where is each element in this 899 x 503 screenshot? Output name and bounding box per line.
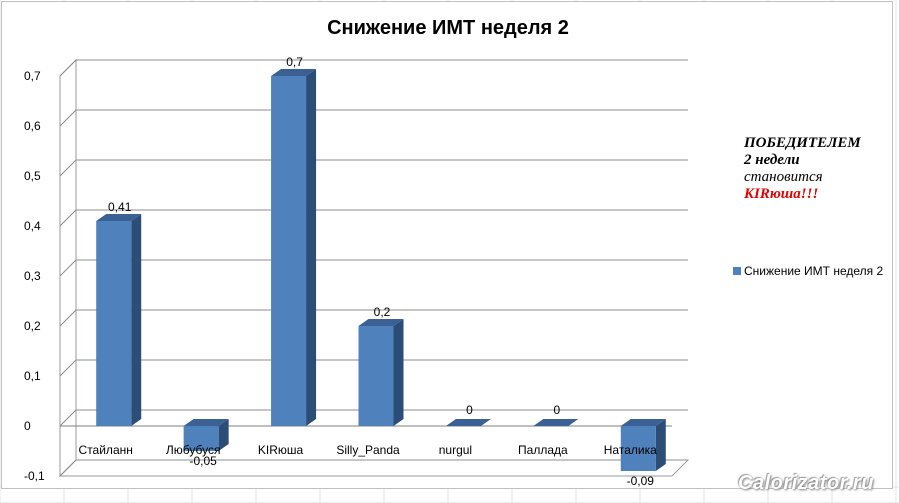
y-axis-ticks: -0,1 0 0,1 0,2 0,3 0,4 0,5 0,6 0,7 [24, 69, 45, 483]
bar-side [655, 419, 666, 471]
chart-area[interactable]: -0,1 0 0,1 0,2 0,3 0,4 0,5 0,6 0,7 Стайланн Любуб… [1, 1, 893, 489]
category-label: KIRюша [258, 443, 304, 457]
y-tick-label: 0,3 [24, 269, 41, 283]
data-label: 0,2 [374, 305, 391, 319]
y-tick-label: 0,4 [24, 219, 41, 233]
bar-front [271, 76, 307, 426]
gridline-diagonal [59, 259, 77, 277]
bar[interactable] [620, 419, 666, 471]
gridline-diagonal [59, 159, 77, 177]
bar[interactable] [271, 69, 317, 426]
bar[interactable] [96, 214, 142, 426]
chart-title: Снижение ИМТ неделя 2 [327, 17, 569, 39]
category-label: Стайланн [79, 443, 133, 457]
gridline-diagonal [59, 459, 77, 477]
data-label: 0 [466, 403, 473, 417]
annotation-winner: KIRюша!!! [744, 186, 819, 202]
bar-side [131, 214, 142, 426]
gridline-diagonal [59, 109, 77, 127]
bar[interactable] [445, 419, 491, 426]
bar[interactable] [533, 419, 579, 426]
bar-top [271, 69, 317, 76]
y-tick-label: 0,2 [24, 319, 41, 333]
category-label: nurgul [439, 443, 472, 457]
annotation-line1: ПОБЕДИТЕЛЕМ [744, 135, 861, 151]
category-labels: Стайланн Любубуся KIRюша Silly_Panda nurgul П… [79, 443, 658, 457]
winner-annotation: ПОБЕДИТЕЛЕМ 2 недели становится KIRюша!!… [744, 135, 884, 203]
bar[interactable] [183, 419, 229, 451]
watermark-logo: Calorizator.ru [738, 472, 874, 494]
y-tick-label: 0,6 [24, 119, 41, 133]
bar-top [620, 419, 666, 426]
data-label: -0,05 [189, 454, 217, 468]
legend-entry: Снижение ИМТ неделя 2 [744, 264, 883, 278]
bar-flat [445, 419, 491, 426]
floor [58, 459, 690, 477]
bar-side [218, 419, 229, 451]
category-label: Наталика [604, 443, 657, 457]
bar-front [620, 426, 656, 471]
gridline-diagonal [59, 409, 77, 427]
bars [96, 69, 666, 471]
data-labels: 0,41 -0,05 0,7 0,2 0 0 -0,09 [108, 55, 654, 488]
category-label: Паллада [518, 443, 568, 457]
bar-front [358, 326, 394, 426]
data-label: 0,7 [286, 55, 303, 69]
bar-top [358, 319, 404, 326]
annotation-line2: 2 недели [744, 152, 800, 168]
gridline-diagonal [59, 359, 77, 377]
bar-flat [533, 419, 579, 426]
category-label: Любубуся [166, 443, 221, 457]
gridline-diagonal [59, 309, 77, 327]
bar-front [183, 426, 219, 451]
y-tick-label: -0,1 [24, 469, 45, 483]
data-label: -0,09 [627, 474, 655, 488]
bar-chart: -0,1 0 0,1 0,2 0,3 0,4 0,5 0,6 0,7 Стайланн Любуб… [24, 17, 883, 488]
bar-front [96, 221, 132, 426]
gridline-diagonal [59, 59, 77, 77]
bar-top [96, 214, 142, 221]
y-tick-label: 0,1 [24, 369, 41, 383]
y-tick-label: 0,5 [24, 169, 41, 183]
category-label: Silly_Panda [336, 443, 400, 457]
bar-top [183, 419, 229, 426]
annotation-line3: становится [744, 169, 823, 185]
data-label: 0,41 [108, 200, 132, 214]
data-label: 0 [554, 403, 561, 417]
gridline-diagonal [59, 209, 77, 227]
legend-swatch [733, 267, 741, 275]
y-tick-label: 0 [24, 419, 31, 433]
y-tick-label: 0,7 [24, 69, 41, 83]
bar-side [306, 69, 317, 426]
bar-side [393, 319, 404, 426]
bar[interactable] [358, 319, 404, 426]
